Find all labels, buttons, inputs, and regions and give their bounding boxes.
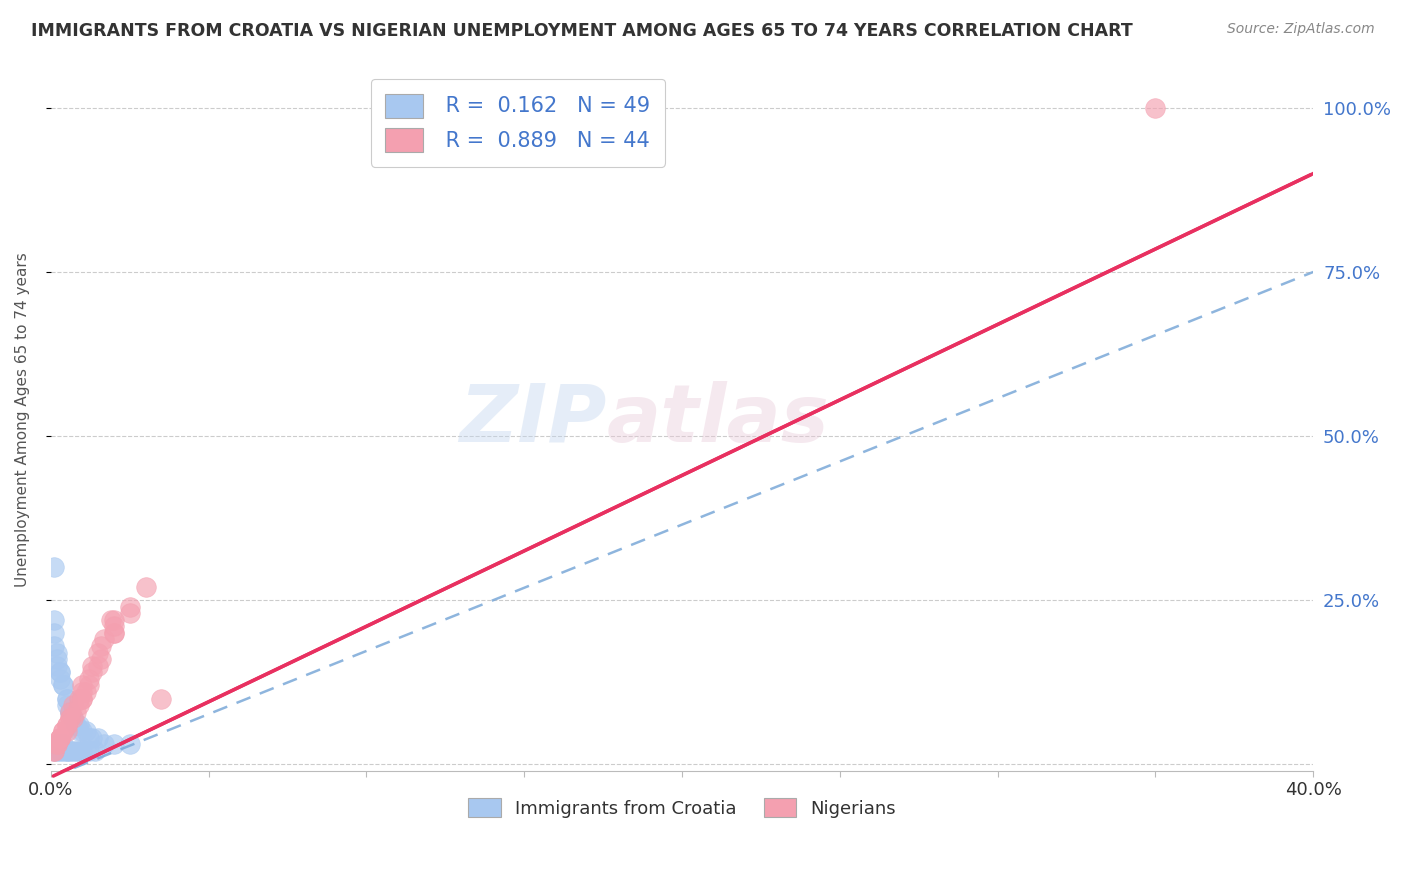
Text: IMMIGRANTS FROM CROATIA VS NIGERIAN UNEMPLOYMENT AMONG AGES 65 TO 74 YEARS CORRE: IMMIGRANTS FROM CROATIA VS NIGERIAN UNEM… <box>31 22 1133 40</box>
Point <box>62 744 84 758</box>
Point <box>52 744 75 758</box>
Point <box>80 658 103 673</box>
Point <box>59 705 82 719</box>
Point <box>49 731 72 745</box>
Text: ZIP: ZIP <box>458 381 606 458</box>
Text: atlas: atlas <box>606 381 830 458</box>
Point <box>65 718 87 732</box>
Point <box>103 738 125 752</box>
Point <box>59 705 82 719</box>
Point <box>62 698 84 712</box>
Point <box>77 731 100 745</box>
Point <box>52 678 75 692</box>
Point <box>103 626 125 640</box>
Point <box>72 691 94 706</box>
Point <box>118 606 141 620</box>
Point <box>59 711 82 725</box>
Point <box>72 685 94 699</box>
Point <box>42 744 65 758</box>
Text: Source: ZipAtlas.com: Source: ZipAtlas.com <box>1227 22 1375 37</box>
Point <box>55 691 77 706</box>
Point <box>67 718 90 732</box>
Point <box>55 691 77 706</box>
Point <box>100 613 122 627</box>
Legend: Immigrants from Croatia, Nigerians: Immigrants from Croatia, Nigerians <box>461 791 903 825</box>
Point <box>67 691 90 706</box>
Point <box>55 744 77 758</box>
Point <box>87 646 110 660</box>
Point <box>72 678 94 692</box>
Point <box>62 711 84 725</box>
Point <box>62 711 84 725</box>
Point <box>87 658 110 673</box>
Point <box>93 632 115 647</box>
Point <box>55 698 77 712</box>
Point <box>75 744 97 758</box>
Point <box>103 613 125 627</box>
Point <box>67 724 90 739</box>
Point <box>65 718 87 732</box>
Point <box>67 698 90 712</box>
Point <box>55 718 77 732</box>
Point <box>49 731 72 745</box>
Point <box>46 738 69 752</box>
Point <box>77 678 100 692</box>
Point <box>52 678 75 692</box>
Point <box>42 560 65 574</box>
Point <box>134 580 156 594</box>
Point <box>55 744 77 758</box>
Point <box>49 744 72 758</box>
Point <box>49 738 72 752</box>
Point <box>72 724 94 739</box>
Point <box>90 652 112 666</box>
Point <box>67 744 90 758</box>
Point <box>118 738 141 752</box>
Point <box>59 711 82 725</box>
Point <box>46 738 69 752</box>
Point <box>84 744 107 758</box>
Point <box>72 744 94 758</box>
Point <box>1144 101 1167 115</box>
Point <box>80 731 103 745</box>
Point <box>49 665 72 680</box>
Point <box>42 744 65 758</box>
Point <box>55 718 77 732</box>
Point <box>46 652 69 666</box>
Point <box>75 685 97 699</box>
Point <box>59 744 82 758</box>
Point <box>62 711 84 725</box>
Point <box>80 665 103 680</box>
Point <box>118 599 141 614</box>
Point <box>72 691 94 706</box>
Point <box>77 672 100 686</box>
Point <box>49 731 72 745</box>
Point <box>77 744 100 758</box>
Point <box>87 731 110 745</box>
Point <box>42 744 65 758</box>
Point <box>46 738 69 752</box>
Point <box>103 626 125 640</box>
Point <box>65 744 87 758</box>
Point <box>150 691 173 706</box>
Point <box>49 672 72 686</box>
Point <box>52 724 75 739</box>
Point <box>49 665 72 680</box>
Point <box>59 705 82 719</box>
Point <box>55 724 77 739</box>
Point <box>46 744 69 758</box>
Point <box>42 626 65 640</box>
Point <box>46 658 69 673</box>
Point <box>46 646 69 660</box>
Point <box>75 724 97 739</box>
Point <box>52 724 75 739</box>
Y-axis label: Unemployment Among Ages 65 to 74 years: Unemployment Among Ages 65 to 74 years <box>15 252 30 587</box>
Point <box>42 613 65 627</box>
Point <box>65 705 87 719</box>
Point <box>52 738 75 752</box>
Point <box>103 619 125 633</box>
Point <box>59 705 82 719</box>
Point <box>93 738 115 752</box>
Point <box>42 639 65 653</box>
Point <box>90 639 112 653</box>
